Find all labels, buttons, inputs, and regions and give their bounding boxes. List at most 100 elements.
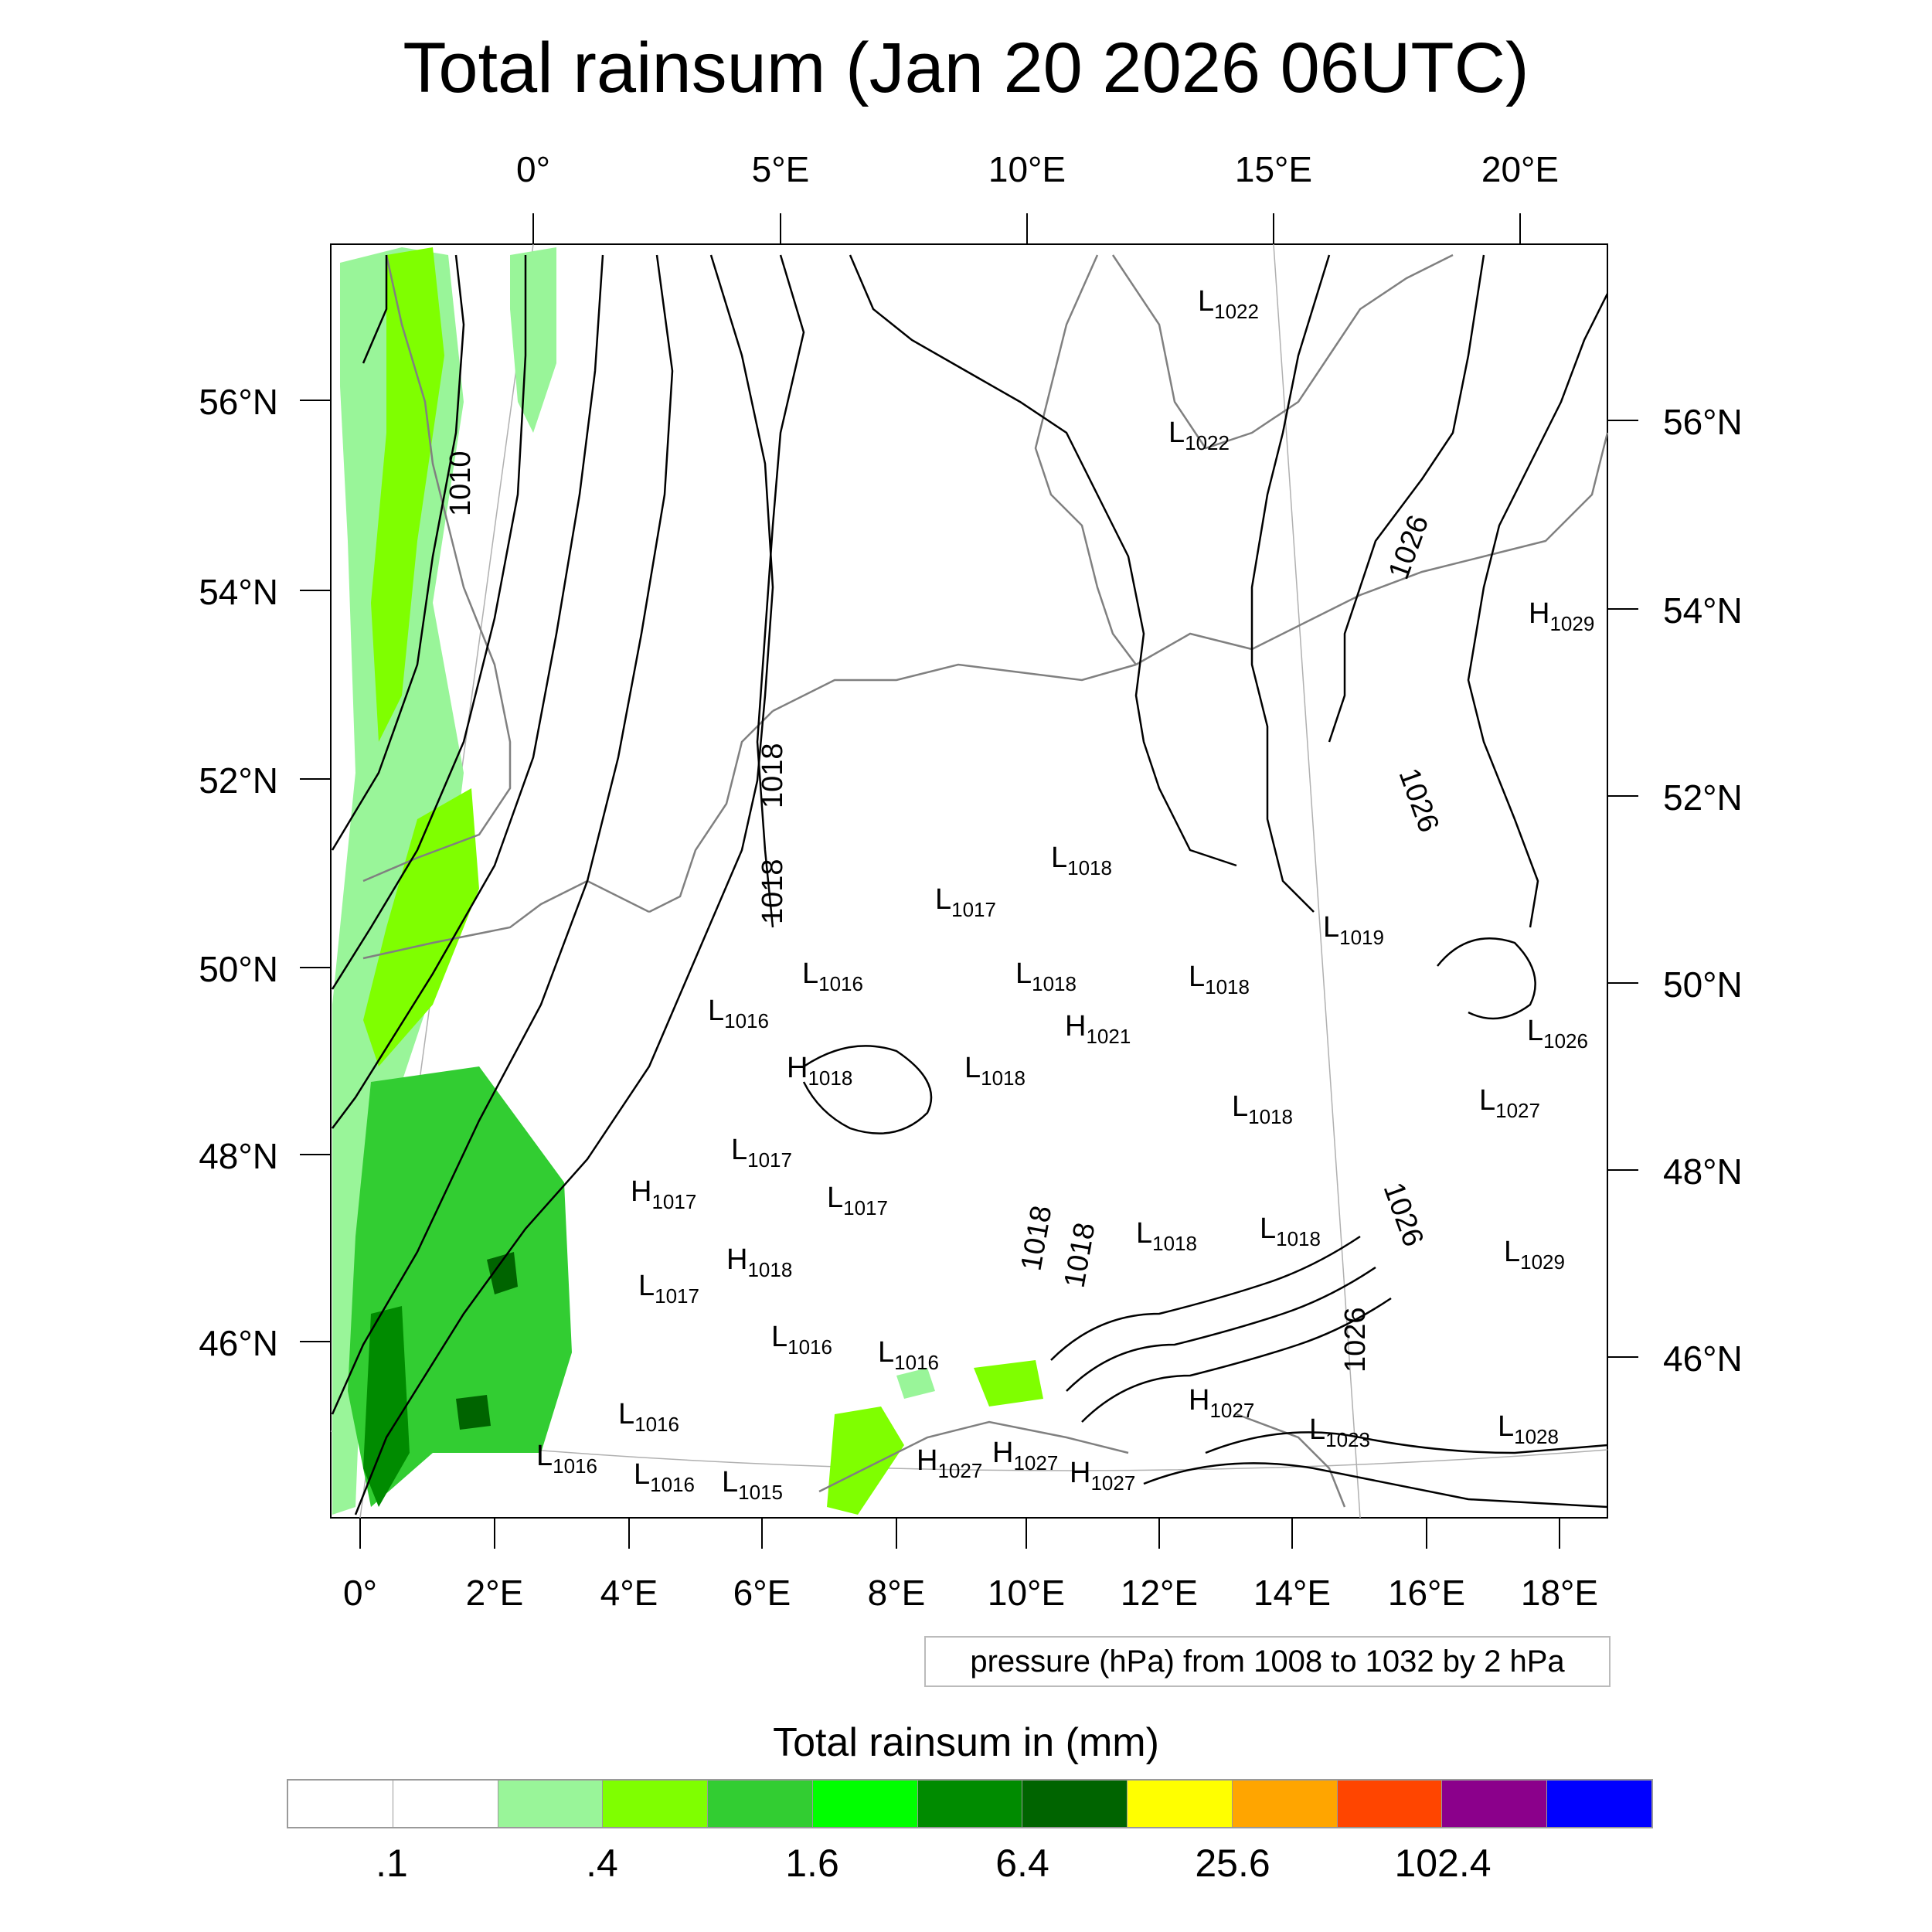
top-tick-marks (532, 213, 1521, 244)
isobar-alps-1 (1050, 1235, 1361, 1361)
pressure-system-marker: L1026 (1527, 1015, 1588, 1053)
pressure-system-marker: L1016 (536, 1440, 597, 1478)
coast-france-north (362, 879, 650, 960)
isobar-label: 1018 (757, 743, 789, 808)
coast-north-germany (772, 663, 1137, 713)
coast-netherlands (648, 710, 774, 913)
pressure-system-marker: L1018 (1015, 957, 1077, 995)
colorbar-bin (1128, 1781, 1233, 1827)
isobar-label: 1026 (1339, 1307, 1372, 1372)
coast-adriatic (1236, 1413, 1346, 1508)
isobar-1012 (331, 255, 527, 990)
coast-mediterranean (818, 1420, 1129, 1493)
pressure-system-marker: H1021 (1065, 1010, 1131, 1048)
isobar-south-2 (1205, 1431, 1608, 1454)
isobar-1010 (331, 254, 465, 851)
pressure-annotation: pressure (hPa) from 1008 to 1032 by 2 hP… (924, 1636, 1611, 1687)
left-lat-tick-label: 46°N (199, 1323, 278, 1363)
pressure-system-marker: H1029 (1529, 597, 1594, 635)
colorbar-bin (1547, 1781, 1651, 1827)
top-lon-tick-label: 5°E (751, 149, 810, 189)
pressure-system-marker: L1017 (731, 1134, 792, 1172)
isobar-1014a (332, 254, 604, 1129)
pressure-system-marker: L1016 (802, 957, 863, 995)
pressure-system-marker: H1027 (1070, 1457, 1135, 1495)
rain-core-spot-2 (456, 1395, 491, 1430)
colorbar (287, 1779, 1653, 1828)
colorbar-bin (498, 1781, 604, 1827)
colorbar-bin (812, 1781, 918, 1827)
rain-band-central (363, 788, 479, 1066)
isobar-1028 (1467, 293, 1609, 928)
isobar-1018 (756, 254, 805, 928)
pressure-systems: L1022 L1022 H1029 L1018 L1017 L1019 L101… (536, 285, 1594, 1504)
pressure-system-marker: L1015 (722, 1466, 783, 1504)
pressure-system-marker: L1023 (1309, 1413, 1370, 1451)
rain-core-spot-1 (487, 1252, 518, 1294)
rain-alps-west (827, 1406, 904, 1515)
isobar-alps-2 (1066, 1266, 1376, 1392)
rain-band-streak-2 (510, 247, 556, 433)
isobar-east-wiggle (1437, 937, 1536, 1020)
right-lat-tick-label: 46°N (1663, 1338, 1743, 1379)
bottom-lon-tick-label: 0° (343, 1573, 377, 1613)
left-lat-tick-label: 50°N (199, 949, 278, 989)
left-lat-tick-label: 56°N (199, 382, 278, 422)
pressure-system-marker: H1018 (787, 1052, 852, 1090)
isobar-1026 (1328, 254, 1485, 743)
pressure-system-marker: L1029 (1504, 1236, 1565, 1274)
rain-alps-east (974, 1360, 1043, 1406)
pressure-system-marker: H1027 (917, 1444, 982, 1482)
pressure-system-marker: L1018 (1189, 961, 1250, 998)
colorbar-bin (708, 1781, 813, 1827)
colorbar-bin (1442, 1781, 1548, 1827)
colorbar-label: .4 (586, 1842, 618, 1885)
colorbar-title: Total rainsum in (mm) (773, 1720, 1159, 1765)
isobar-1014b (331, 254, 674, 1415)
bottom-lon-tick-label: 14°E (1253, 1573, 1332, 1613)
isobar-label: 1010 (444, 451, 477, 516)
colorbar-label: 1.6 (785, 1842, 839, 1885)
colorbar-bin (917, 1781, 1023, 1827)
isobar-alps-3 (1081, 1297, 1392, 1423)
colorbar-label: 6.4 (995, 1842, 1049, 1885)
rain-core-southwest-inner (363, 1306, 410, 1507)
left-lat-tick-label: 52°N (199, 760, 278, 801)
isobar-1016 (354, 254, 774, 1515)
coastlines (362, 253, 1609, 1508)
colorbar-bin (603, 1781, 709, 1827)
bottom-lon-tick-label: 6°E (733, 1573, 791, 1613)
coast-baltic-south (1135, 432, 1609, 666)
right-lat-tick-label: 56°N (1663, 402, 1743, 442)
left-lat-tick-label: 54°N (199, 572, 278, 612)
pressure-system-marker: L1028 (1498, 1410, 1559, 1448)
rain-band-north-streaks (371, 247, 444, 742)
isobar-1008 (362, 255, 388, 364)
map-title: Total rainsum (Jan 20 2026 06UTC) (403, 29, 1529, 107)
isobar-1024 (1250, 254, 1331, 913)
pressure-system-marker: L1022 (1168, 417, 1230, 454)
isobar-label: 1018 (757, 859, 789, 924)
pressure-system-marker: L1018 (1051, 842, 1112, 879)
pressure-system-marker: H1027 (992, 1437, 1058, 1475)
top-lon-tick-label: 10°E (988, 149, 1066, 189)
bottom-lon-tick-label: 10°E (987, 1573, 1066, 1613)
isobar-central-wiggle (802, 1045, 933, 1134)
pressure-system-marker: L1016 (878, 1336, 939, 1374)
pressure-system-marker: L1016 (634, 1458, 695, 1496)
coast-north-sea-east (1034, 254, 1137, 665)
pressure-system-marker: L1019 (1323, 911, 1384, 949)
bottom-lon-tick-label: 12°E (1120, 1573, 1199, 1613)
bottom-lon-tick-label: 2°E (465, 1573, 524, 1613)
left-lat-tick-label: 48°N (199, 1136, 278, 1176)
top-lon-tick-label: 15°E (1234, 149, 1313, 189)
right-lat-tick-label: 52°N (1663, 777, 1743, 818)
pressure-system-marker: H1017 (631, 1175, 696, 1213)
pressure-system-marker: L1016 (771, 1321, 832, 1359)
colorbar-bin (1022, 1781, 1128, 1827)
isobar-1020 (849, 254, 1237, 867)
pressure-system-marker: L1017 (638, 1270, 699, 1308)
bottom-lon-tick-label: 18°E (1520, 1573, 1599, 1613)
bottom-lon-tick-label: 4°E (600, 1573, 658, 1613)
